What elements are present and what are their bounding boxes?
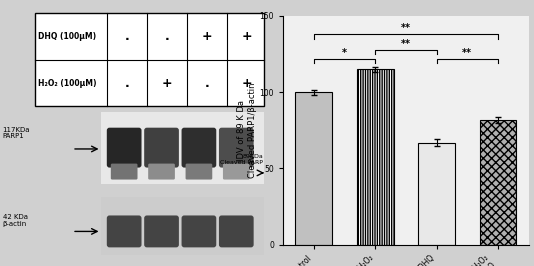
- Text: 42 KDa
β-actin: 42 KDa β-actin: [3, 214, 28, 227]
- Text: 89KDa
Cleaved PARP: 89KDa Cleaved PARP: [220, 154, 263, 165]
- FancyBboxPatch shape: [101, 112, 264, 184]
- Bar: [357, 69, 394, 245]
- Text: H₂O₂ (100μM): H₂O₂ (100μM): [37, 79, 96, 88]
- Text: .: .: [205, 77, 209, 90]
- Text: **: **: [462, 48, 472, 58]
- FancyBboxPatch shape: [186, 164, 212, 180]
- FancyBboxPatch shape: [219, 128, 254, 168]
- Text: +: +: [162, 77, 172, 90]
- FancyBboxPatch shape: [182, 215, 216, 247]
- FancyBboxPatch shape: [144, 128, 179, 168]
- Text: +: +: [242, 77, 252, 90]
- Text: +: +: [242, 30, 252, 43]
- Y-axis label: IDV of 89 K Da
Cleaved PARP1/β-actin: IDV of 89 K Da Cleaved PARP1/β-actin: [237, 82, 257, 178]
- Text: 117KDa
PARP1: 117KDa PARP1: [3, 127, 30, 139]
- FancyBboxPatch shape: [107, 128, 142, 168]
- FancyBboxPatch shape: [223, 164, 249, 180]
- Text: **: **: [401, 39, 411, 49]
- Bar: [418, 143, 455, 245]
- Bar: [480, 120, 516, 245]
- FancyBboxPatch shape: [182, 128, 216, 168]
- Text: .: .: [124, 30, 129, 43]
- Text: .: .: [124, 77, 129, 90]
- FancyBboxPatch shape: [144, 215, 179, 247]
- FancyBboxPatch shape: [111, 164, 138, 180]
- FancyBboxPatch shape: [148, 164, 175, 180]
- FancyBboxPatch shape: [219, 215, 254, 247]
- Text: *: *: [342, 48, 347, 58]
- Text: .: .: [164, 30, 169, 43]
- Text: +: +: [202, 30, 212, 43]
- FancyBboxPatch shape: [101, 197, 264, 255]
- Text: **: **: [401, 23, 411, 34]
- Bar: [295, 92, 332, 245]
- FancyBboxPatch shape: [107, 215, 142, 247]
- FancyBboxPatch shape: [35, 13, 264, 106]
- Text: DHQ (100μM): DHQ (100μM): [38, 32, 96, 41]
